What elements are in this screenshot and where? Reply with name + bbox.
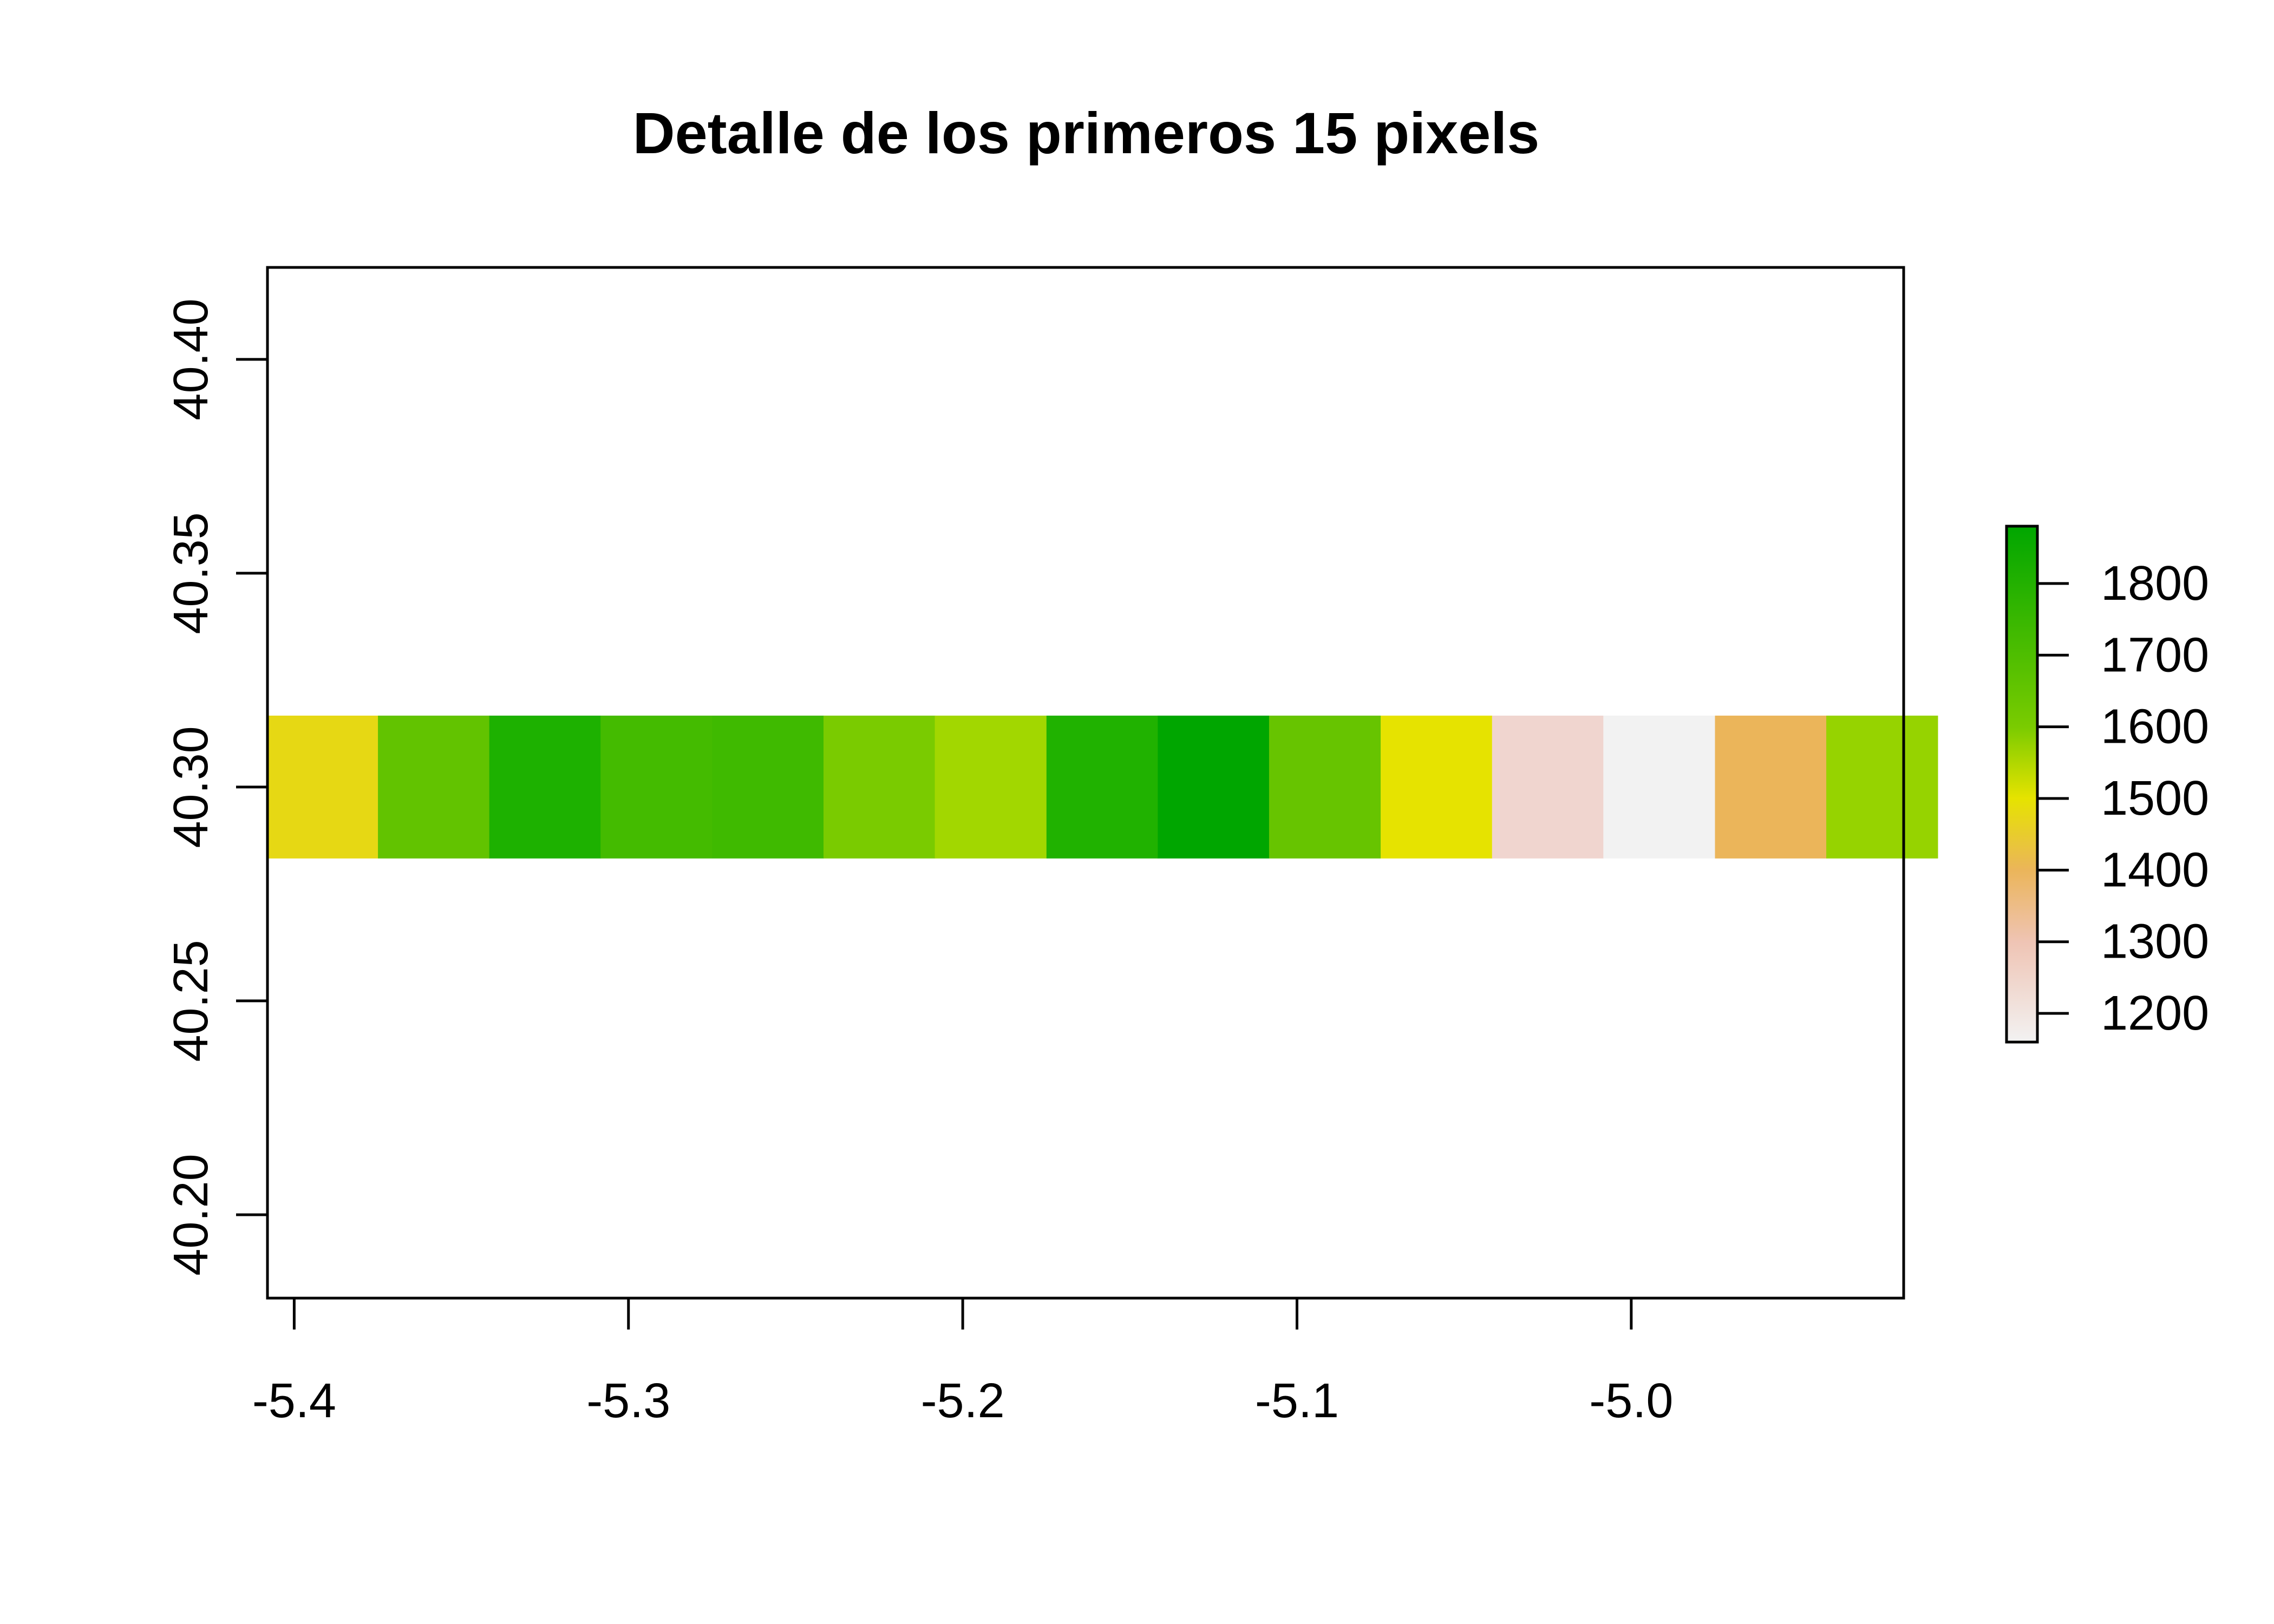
x-tick-label: -5.2 (921, 1374, 1005, 1428)
raster-cell-8 (1046, 715, 1159, 859)
raster-cell-15 (1826, 715, 1938, 859)
raster-cells (266, 715, 1938, 859)
x-tick-label: -5.0 (1589, 1374, 1673, 1428)
raster-cell-11 (1381, 715, 1493, 859)
legend-tick-label: 1200 (2101, 986, 2209, 1040)
x-tick-label: -5.3 (586, 1374, 670, 1428)
legend-tick-label: 1600 (2101, 700, 2209, 754)
x-axis: -5.4 -5.3 -5.2 -5.1 -5.0 (252, 1296, 1673, 1428)
raster-cell-7 (935, 715, 1047, 859)
y-tick-label: 40.40 (164, 298, 218, 420)
y-tick-label: 40.25 (164, 940, 218, 1062)
y-tick-label: 40.35 (164, 512, 218, 634)
x-tick-label: -5.1 (1255, 1374, 1339, 1428)
raster-cell-3 (489, 715, 602, 859)
legend-colorbar (2005, 525, 2039, 1044)
raster-cell-4 (600, 715, 713, 859)
legend-tick-label: 1300 (2101, 915, 2209, 969)
y-axis: 40.20 40.25 40.30 40.35 40.40 (164, 298, 269, 1276)
y-tick-label: 40.30 (164, 726, 218, 848)
legend-tick-label: 1400 (2101, 843, 2209, 897)
y-tick-label: 40.20 (164, 1154, 218, 1275)
color-legend: 1200 1300 1400 1500 1600 1700 1800 (2005, 525, 2209, 1044)
raster-cell-12 (1492, 715, 1604, 859)
legend-tick-label: 1700 (2101, 628, 2209, 682)
raster-cell-6 (823, 715, 936, 859)
raster-cell-9 (1158, 715, 1270, 859)
raster-cell-10 (1269, 715, 1381, 859)
raster-cell-14 (1715, 715, 1827, 859)
raster-cell-5 (712, 715, 824, 859)
x-tick-label: -5.4 (252, 1374, 336, 1428)
raster-cell-2 (378, 715, 490, 859)
chart-title: Detalle de los primeros 15 pixels (633, 100, 1540, 166)
raster-cell-1 (266, 715, 378, 859)
legend-tick-label: 1500 (2101, 771, 2209, 826)
legend-tick-label: 1800 (2101, 556, 2209, 611)
raster-cell-13 (1603, 715, 1715, 859)
